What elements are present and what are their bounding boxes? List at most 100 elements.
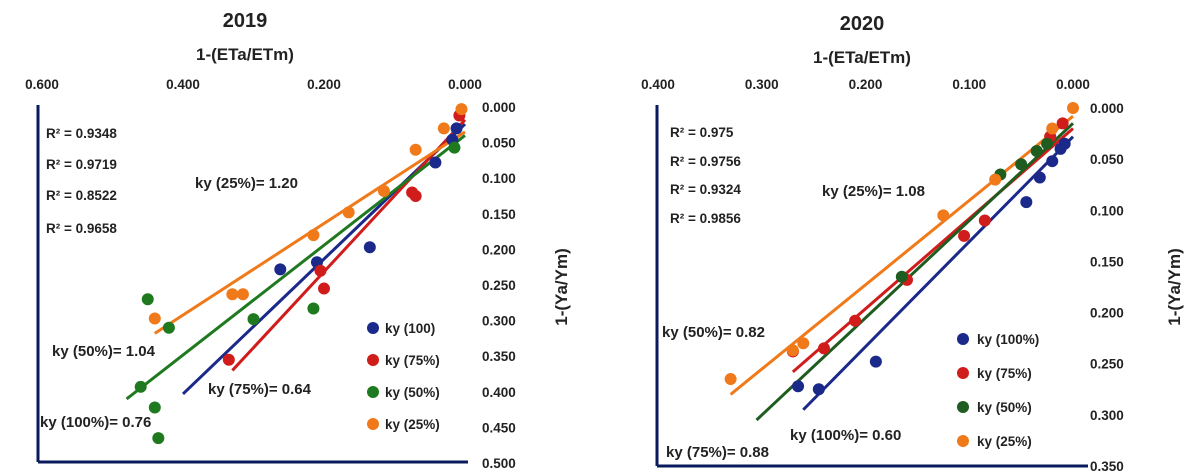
data-point [274,263,287,276]
data-point [307,229,320,242]
trendline-1 [231,118,467,372]
data-point [455,103,468,116]
x-tick-label: 0.300 [745,77,779,92]
y-tick-label: 0.200 [1090,306,1124,321]
chart-2019-points [134,103,468,445]
chart-2020-annotation-ky100: ky (100%)= 0.60 [790,427,901,444]
chart-2019-r2-3: R² = 0.8522 [46,188,117,203]
data-point [162,321,175,334]
data-point [1046,155,1059,168]
chart-2020: 2020 1-(ETa/ETm) 0.400 0.300 0.200 0.100 0.0… [641,13,1184,474]
data-point [818,342,830,355]
legend-label: ky (50%) [385,385,440,400]
data-point [812,383,825,396]
y-tick-label: 0.100 [482,171,516,186]
data-point [318,282,330,295]
chart-2020-r2-2: R² = 0.9756 [670,154,741,169]
data-point [1041,137,1054,150]
y-tick-label: 0.450 [482,420,516,435]
legend-marker [957,367,969,379]
chart-2019-annotation-ky100: ky (100%)= 0.76 [40,414,151,431]
data-point [1046,122,1059,135]
data-point [226,288,239,301]
y-tick-label: 0.250 [482,278,516,293]
legend-marker [957,401,969,413]
y-tick-label: 0.350 [1090,459,1124,474]
chart-2019-annotation-ky75: ky (75%)= 0.64 [208,381,312,398]
chart-2020-annotation-ky25: ky (25%)= 1.08 [822,183,925,200]
legend-marker [367,418,379,430]
legend-label: ky (100%) [977,332,1039,347]
data-point [1015,158,1028,171]
data-point [236,288,249,301]
data-point [724,373,737,386]
chart-2020-x-ticks: 0.400 0.300 0.200 0.100 0.000 [641,77,1090,92]
chart-2019-annotation-ky50: ky (50%)= 1.04 [52,343,156,360]
chart-2019-title: 2019 [223,10,268,32]
chart-2020-r2-4: R² = 0.9856 [670,211,741,226]
legend-marker [367,354,379,366]
chart-2020-annotation-ky50: ky (50%)= 0.82 [662,324,765,341]
legend-label: ky (100) [385,321,435,336]
data-point [448,141,461,154]
data-point [1056,117,1069,130]
data-point [222,353,235,366]
y-tick-label: 0.400 [482,385,516,400]
y-tick-label: 0.150 [1090,254,1124,269]
legend-marker [957,333,969,345]
data-point [849,314,862,327]
y-tick-label: 0.300 [482,314,516,329]
x-tick-label: 0.400 [641,77,675,92]
data-point [1067,102,1079,114]
trendline-3 [729,115,1074,396]
y-tick-label: 0.250 [1090,357,1124,372]
chart-2019-r2-4: R² = 0.9658 [46,221,117,236]
legend-label: ky (75%) [977,366,1032,381]
y-tick-label: 0.300 [1090,408,1124,423]
data-point [247,313,260,326]
data-point [148,401,161,414]
data-point [792,380,805,393]
y-tick-label: 0.050 [1090,152,1124,167]
y-tick-label: 0.100 [1090,203,1124,218]
chart-2019-r2-2: R² = 0.9719 [46,157,117,172]
data-point [314,264,327,277]
chart-2019-legend: ky (100) ky (75%) ky (50%) ky (25%) [367,321,440,432]
x-tick-label: 0.000 [448,77,482,92]
data-point [429,156,442,169]
chart-2020-legend: ky (100%) ky (75%) ky (50%) ky (25%) [957,332,1039,449]
chart-2019-x-ticks: 0.600 0.400 0.200 0.000 [25,77,482,92]
data-point [377,185,390,198]
chart-2019-y-axis-title: 1-(Ya/Ym) [552,248,571,325]
trendline-0 [802,135,1075,411]
data-point [978,214,991,227]
y-tick-label: 0.500 [482,456,516,471]
data-point [134,380,147,393]
chart-2020-x-axis-title: 1-(ETa/ETm) [813,48,911,67]
data-point [342,206,355,219]
trendline-2 [755,122,1075,422]
chart-2020-points [724,102,1079,396]
data-point [1033,171,1046,184]
data-point [437,122,450,135]
chart-2020-r2-1: R² = 0.975 [670,125,734,140]
trendline-2 [125,134,466,401]
data-point [152,432,165,445]
chart-2020-r2-3: R² = 0.9324 [670,182,741,197]
chart-2019-annotation-ky25: ky (25%)= 1.20 [195,175,298,192]
data-point [409,190,422,202]
x-tick-label: 0.200 [849,77,883,92]
data-point [958,229,971,242]
x-tick-label: 0.600 [25,77,59,92]
chart-2019: 2019 1-(ETa/ETm) 0.600 0.400 0.200 0.000 0.… [25,10,571,471]
data-point [307,302,320,315]
chart-2019-x-axis-title: 1-(ETa/ETm) [196,45,294,64]
legend-marker [367,322,379,334]
chart-2020-y-axis-title: 1-(Ya/Ym) [1165,248,1184,325]
chart-2019-r2-1: R² = 0.9348 [46,126,117,141]
chart-2020-annotation-ky75: ky (75%)= 0.88 [666,444,769,461]
chart-2020-y-ticks: 0.000 0.050 0.100 0.150 0.200 0.250 0.300 0.350 [1090,101,1124,474]
data-point [1030,144,1043,157]
x-tick-label: 0.400 [166,77,200,92]
legend-marker [367,386,379,398]
